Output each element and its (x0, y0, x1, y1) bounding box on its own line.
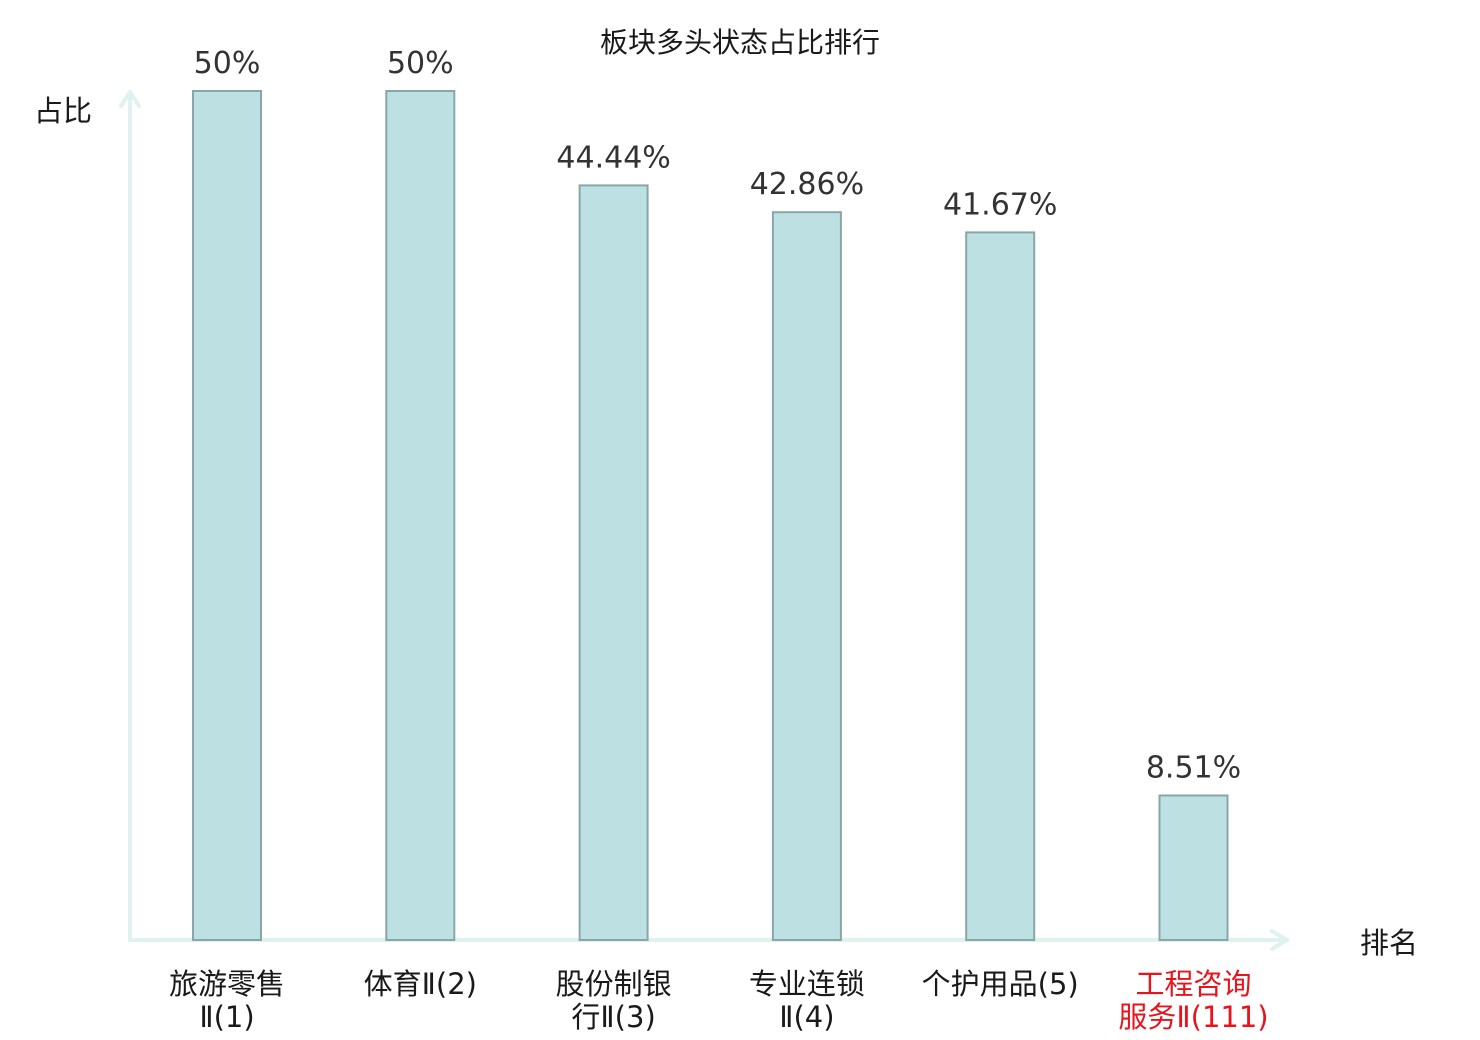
bar-4 (771, 211, 842, 941)
data-labels-group: 50% 50% 44.44% 42.86% 41.67% 8.51% (194, 46, 1242, 786)
x-tick-label-line: 工程咨询 (1135, 967, 1251, 1001)
x-axis-arrow (1270, 929, 1289, 951)
data-label-1: 50% (194, 46, 261, 81)
x-tick-label-4: 专业连锁 Ⅱ(4) (749, 967, 865, 1034)
data-label-2: 50% (387, 46, 454, 81)
x-tick-label-line: 体育Ⅱ(2) (364, 967, 477, 1001)
x-tick-label-line: Ⅱ(1) (199, 1000, 254, 1034)
x-tick-label-line: 行Ⅱ(3) (571, 1000, 655, 1034)
y-axis-arrow (119, 90, 141, 108)
x-tick-label-line: 旅游零售 (169, 967, 285, 1001)
data-label-5: 41.67% (943, 187, 1057, 222)
bar-3 (578, 184, 649, 941)
axes (119, 90, 1289, 951)
bar-5 (965, 231, 1036, 941)
data-label-4: 42.86% (750, 167, 864, 202)
x-tick-label-line: 股份制银 (556, 967, 672, 1001)
bar-2 (385, 90, 456, 941)
bar-1 (192, 90, 262, 941)
y-axis-label: 占比 (34, 94, 92, 128)
x-tick-label-2: 体育Ⅱ(2) (364, 967, 477, 1001)
data-label-3: 44.44% (556, 140, 670, 175)
x-tick-label-1: 旅游零售 Ⅱ(1) (169, 967, 285, 1034)
bar-6 (1158, 794, 1229, 941)
chart-title: 板块多头状态占比排行 (600, 26, 880, 59)
x-tick-label-line: Ⅱ(4) (779, 1000, 834, 1034)
x-tick-labels-group: 旅游零售 Ⅱ(1) 体育Ⅱ(2) 股份制银行Ⅱ(3) 专业连锁 Ⅱ(4) 个护用品(5) 工程… (169, 967, 1269, 1034)
x-tick-label-5: 个护用品(5) (922, 967, 1079, 1001)
x-tick-label-line: 服务Ⅱ(111) (1118, 1000, 1268, 1034)
data-label-6: 8.51% (1146, 751, 1241, 786)
x-tick-label-6: 工程咨询服务Ⅱ(111) (1118, 967, 1268, 1034)
x-tick-label-line: 专业连锁 (749, 967, 865, 1001)
x-axis-label: 排名 (1360, 926, 1418, 960)
x-tick-label-line: 个护用品(5) (922, 967, 1079, 1001)
x-tick-label-3: 股份制银行Ⅱ(3) (556, 967, 672, 1034)
bars-group (192, 90, 1229, 941)
